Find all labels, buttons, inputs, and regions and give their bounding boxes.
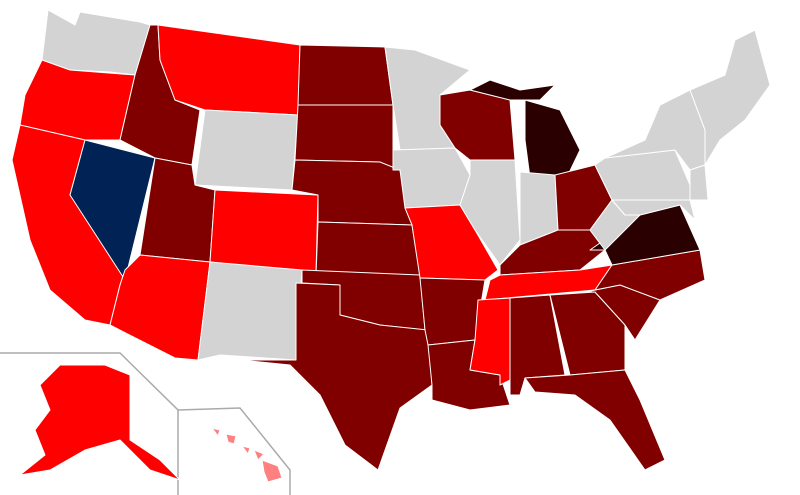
state [209,189,319,276]
state [225,433,237,445]
alaska-inset-border [0,352,179,495]
inset-borders [0,352,291,495]
state [469,79,556,101]
state [239,282,433,471]
state [211,427,221,437]
states [11,9,771,483]
state [392,147,471,209]
state [524,369,666,471]
state [241,445,251,455]
state [109,254,211,361]
state [689,29,771,166]
state [19,364,181,481]
state [253,449,265,461]
state [194,109,299,191]
hawaii-inset-border [177,407,291,495]
state [459,159,521,266]
state [41,9,151,76]
state [689,164,709,201]
state [19,59,136,141]
state [261,459,283,483]
state [297,44,394,106]
state [315,221,421,276]
state [157,24,301,116]
state [524,99,581,179]
state [584,249,706,301]
state [197,261,303,361]
